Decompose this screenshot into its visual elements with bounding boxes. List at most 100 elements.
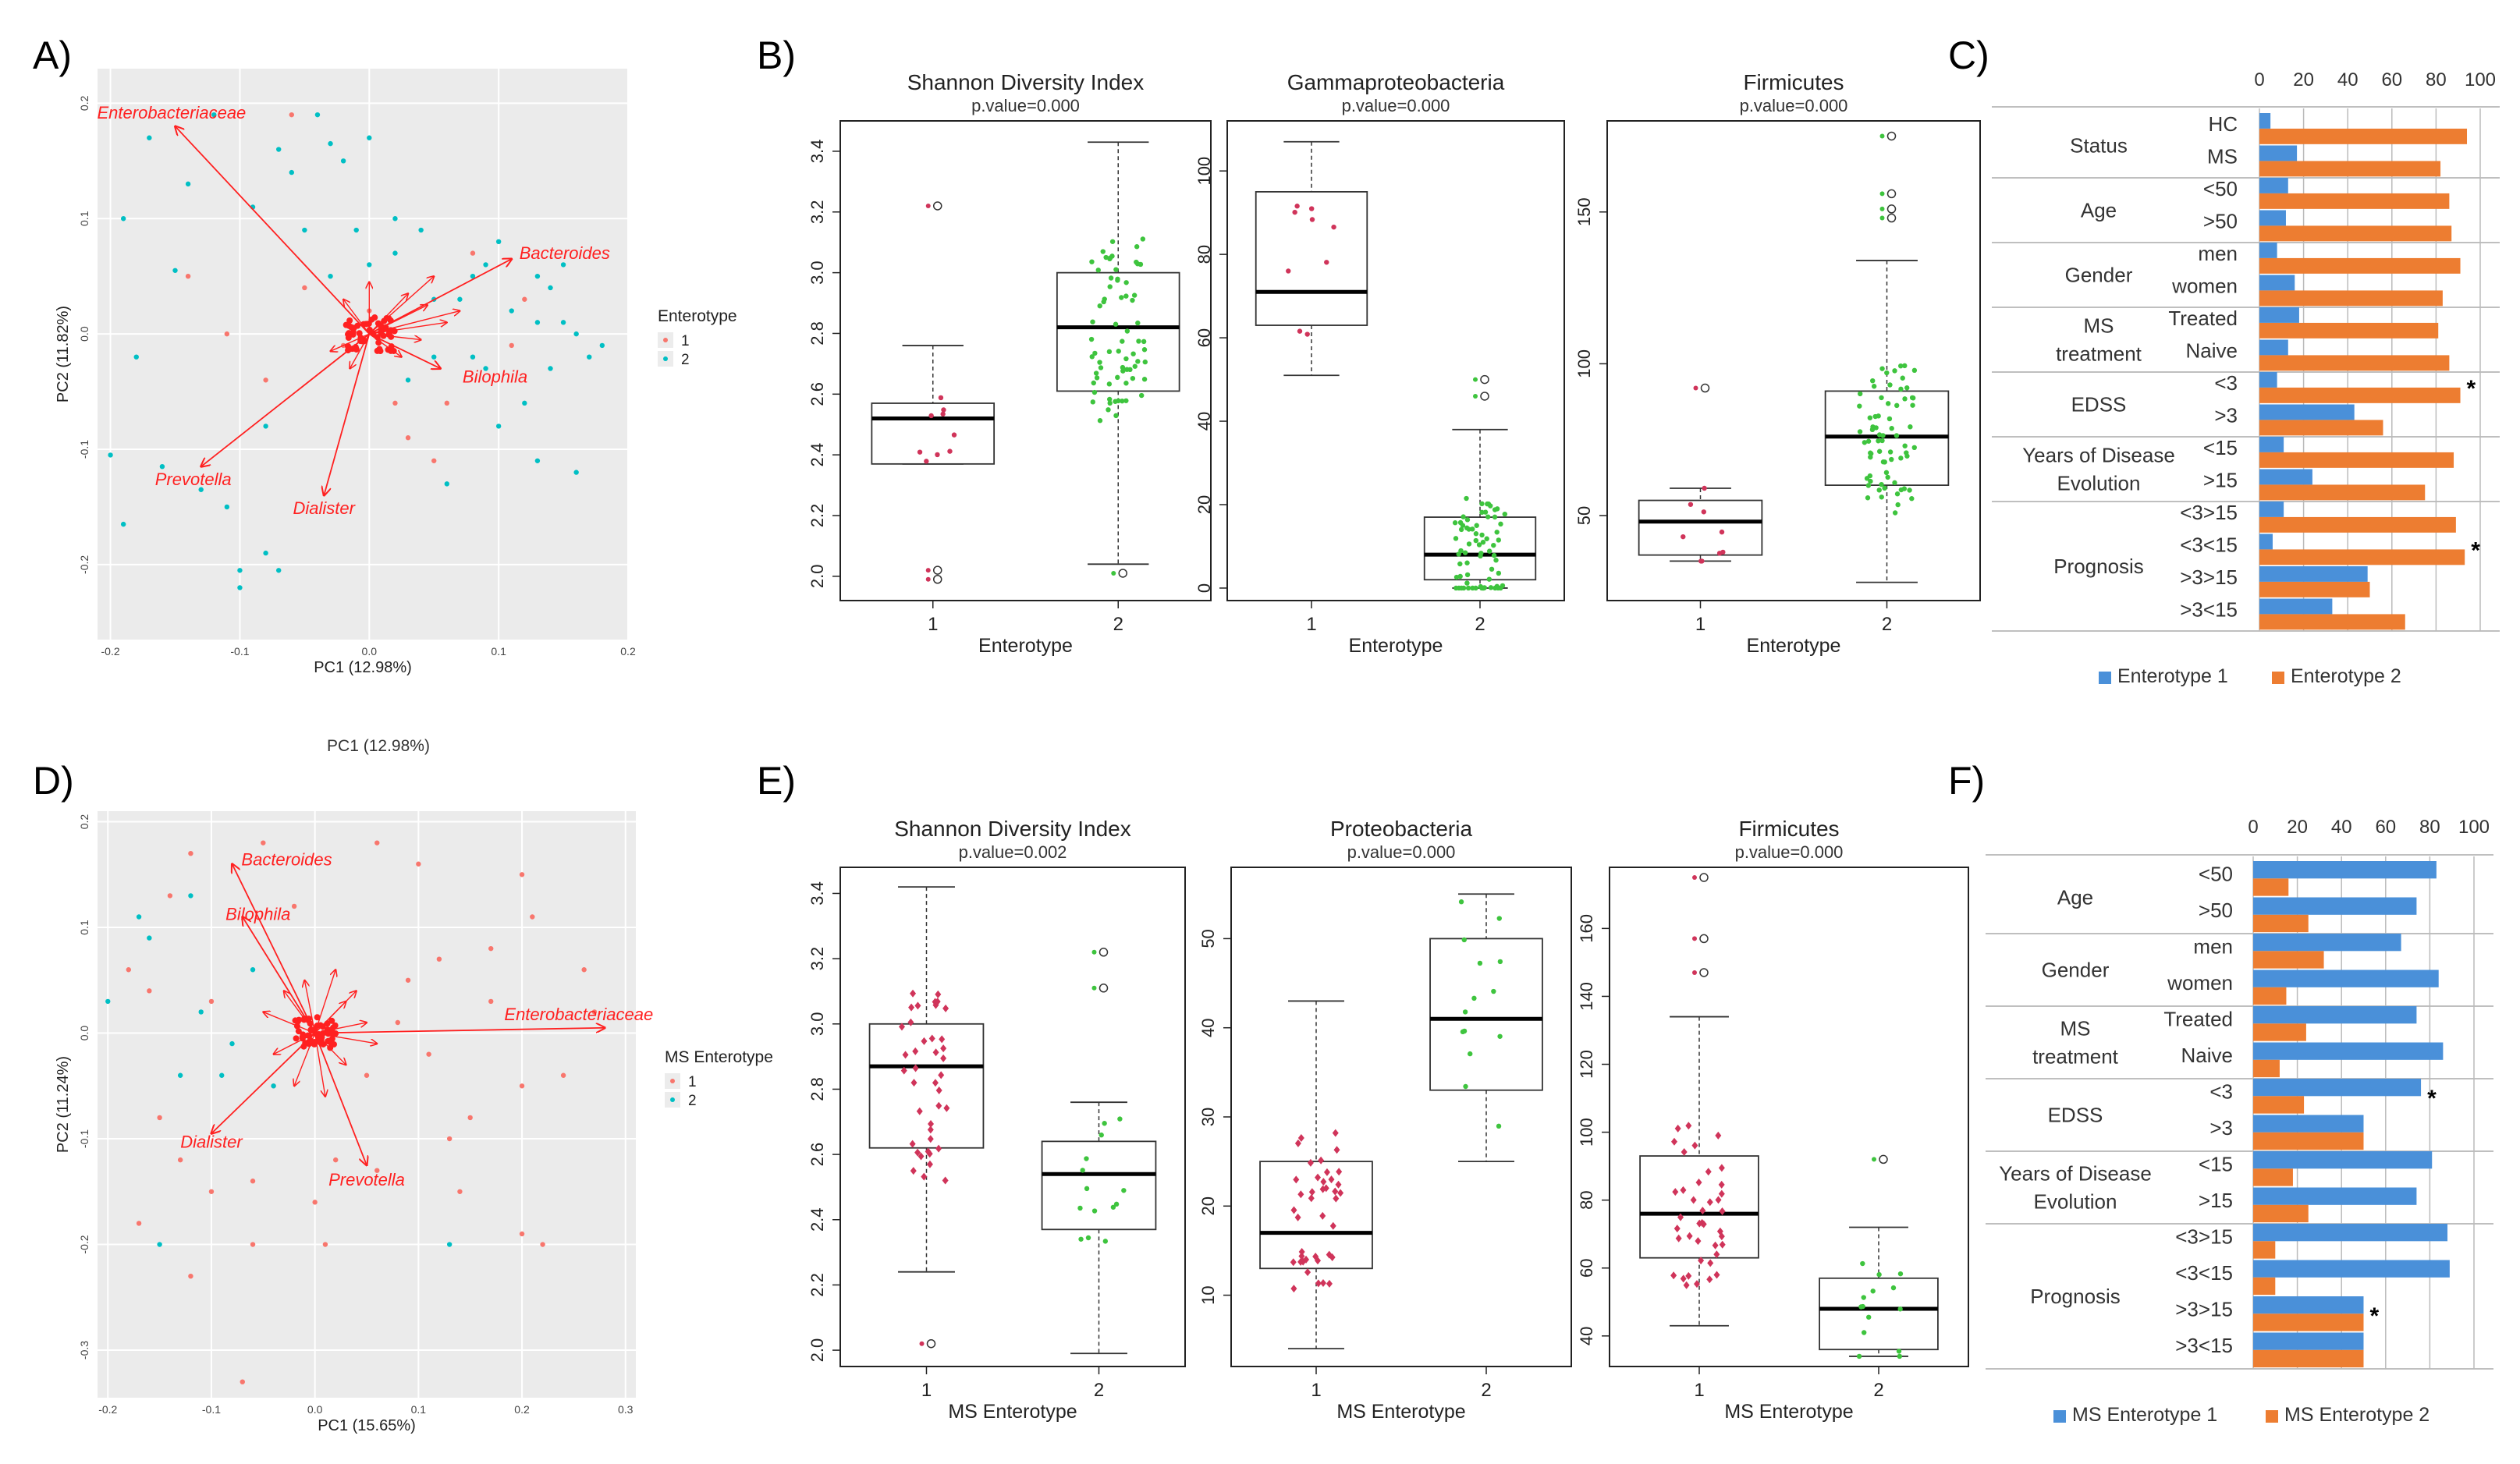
bar-series-2	[2259, 355, 2450, 371]
data-point-group-2	[219, 1072, 225, 1078]
jitter-point	[1134, 244, 1140, 250]
jitter-point	[1315, 1173, 1322, 1182]
group-label: MS	[2084, 314, 2114, 338]
jitter-point	[1685, 1271, 1692, 1280]
jitter-point	[932, 1048, 939, 1057]
jitter-point	[1857, 403, 1862, 409]
jitter-point	[1474, 523, 1479, 528]
x-tick-label: 1	[1694, 1380, 1704, 1401]
category-label: >3>15	[2180, 565, 2238, 589]
legend-key-dot	[663, 356, 668, 361]
jitter-point	[1097, 418, 1103, 424]
loading-label: Dialister	[180, 1132, 243, 1151]
box-iqr	[1255, 191, 1368, 326]
jitter-point	[1102, 1239, 1109, 1244]
outlier-jitter	[1879, 215, 1885, 221]
loading-arrow-minor	[368, 276, 434, 335]
y-tick-label: 2.2	[807, 504, 827, 528]
outlier-point	[1118, 569, 1127, 578]
data-point-group-1	[446, 1136, 453, 1142]
jitter-point	[1879, 366, 1885, 371]
jitter-point	[1880, 433, 1886, 438]
x-tick-label: 0.1	[491, 645, 506, 658]
data-point-group-1	[177, 1157, 183, 1163]
jitter-point	[1108, 275, 1114, 281]
outlier-point	[1699, 873, 1709, 882]
jitter-point	[1718, 1164, 1725, 1172]
data-point-group-2	[120, 216, 126, 222]
data-point-group-2	[237, 568, 243, 573]
jitter-point	[1130, 297, 1135, 303]
jitter-point	[1331, 224, 1336, 230]
data-point-group-1	[332, 1157, 339, 1163]
y-tick-label: 2.6	[807, 1143, 827, 1167]
jitter-point	[1297, 328, 1303, 334]
jitter-point	[1314, 1257, 1321, 1265]
category-label: <3	[2209, 1080, 2233, 1104]
jitter-point	[1902, 363, 1908, 369]
data-point-group-2	[105, 998, 111, 1005]
bar-series-2	[2253, 1204, 2309, 1223]
outlier-point	[1699, 968, 1709, 977]
jitter-point	[928, 413, 934, 419]
jitter-point	[1480, 585, 1486, 591]
data-point-group-1	[302, 285, 307, 291]
category-label: Treated	[2168, 307, 2238, 330]
outlier-point	[926, 1338, 936, 1349]
jitter-point	[1707, 1259, 1714, 1267]
y-tick-label: -0.2	[78, 555, 91, 574]
jitter-point	[1471, 995, 1477, 1001]
data-point-group-2	[509, 308, 514, 314]
jitter-point	[1484, 536, 1489, 541]
jitter-point	[1865, 495, 1871, 501]
bar-series-2	[2253, 1277, 2276, 1296]
bar-series-2	[2259, 128, 2468, 144]
jitter-point	[914, 1148, 921, 1157]
outlier-point	[1886, 204, 1897, 214]
bar-series-2	[2259, 614, 2405, 630]
bar-series-2	[2253, 1241, 2276, 1259]
jitter-point	[1107, 400, 1113, 406]
jitter-point	[1318, 1156, 1325, 1164]
data-point-group-2	[573, 470, 579, 475]
bar-series-1	[2253, 1224, 2448, 1242]
jitter-point	[935, 1101, 942, 1110]
jitter-point	[928, 1034, 935, 1043]
chart-subtitle: p.value=0.000	[1347, 842, 1456, 862]
jitter-point	[1892, 368, 1897, 374]
bar-series-2	[2259, 290, 2443, 307]
bar-series-2	[2259, 420, 2383, 436]
category-label: <50	[2203, 177, 2238, 200]
data-point-group-1	[208, 1189, 215, 1194]
cluster-point	[349, 346, 356, 353]
x-axis-label: Enterotype	[1747, 635, 1841, 657]
data-point-group-1	[147, 988, 152, 994]
jitter-point	[1309, 217, 1315, 222]
jitter-point	[1123, 293, 1129, 299]
jitter-point	[1715, 1131, 1722, 1140]
loading-label: Enterobacteriaceae	[504, 1005, 653, 1024]
jitter-point	[1468, 1051, 1473, 1057]
data-point-group-2	[263, 424, 268, 429]
data-point-group-1	[426, 1051, 431, 1057]
loading-label: Bacteroides	[241, 850, 332, 870]
cluster-point	[314, 1014, 321, 1021]
bar-series-2	[2253, 1313, 2364, 1331]
legend-key-dot	[670, 1097, 675, 1102]
jitter-point	[1130, 375, 1136, 381]
jitter-point	[927, 1125, 934, 1134]
data-point-group-1	[167, 893, 173, 899]
jitter-point	[1461, 585, 1467, 591]
jitter-point	[1084, 1156, 1089, 1161]
x-tick-label: 2	[1475, 614, 1485, 635]
jitter-point	[910, 1079, 917, 1087]
category-label: >50	[2203, 209, 2238, 232]
y-tick-label: 40	[1194, 412, 1214, 431]
jitter-point	[912, 1047, 919, 1055]
x-tick-label: 100	[2458, 817, 2490, 838]
y-tick-label: 150	[1574, 197, 1594, 226]
data-point-group-1	[581, 967, 587, 973]
outlier-jitter	[925, 576, 931, 582]
loading-label: Prevotella	[328, 1170, 405, 1189]
jitter-point	[1879, 438, 1885, 444]
